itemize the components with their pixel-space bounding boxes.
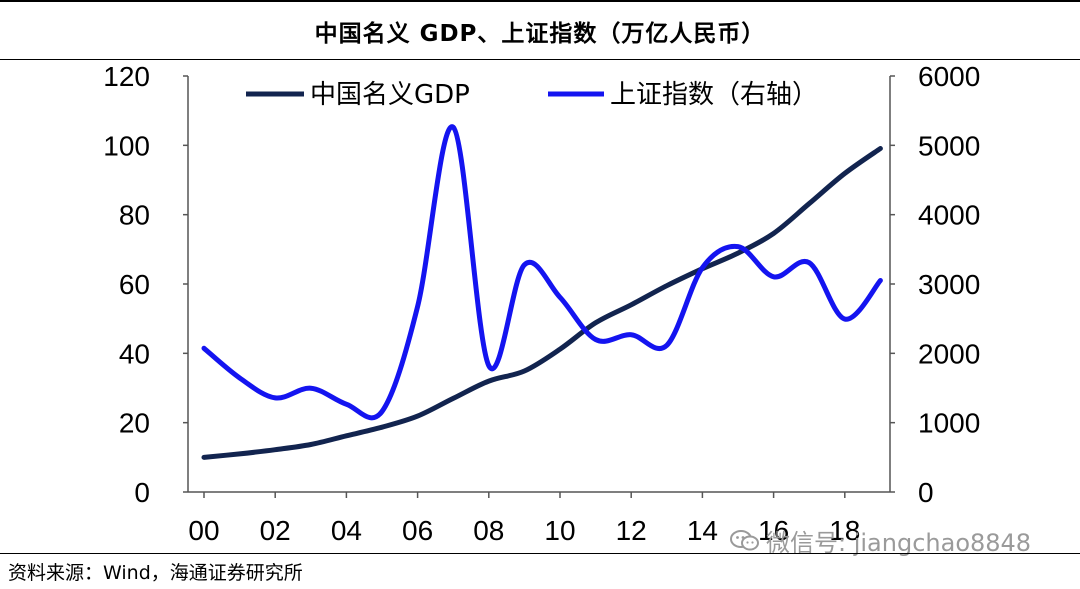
x-tick-label: 08: [473, 515, 504, 546]
y-right-tick-label: 6000: [918, 61, 980, 92]
y-right-tick-label: 1000: [918, 408, 980, 439]
y-left-tick-label: 80: [119, 200, 150, 231]
x-tick-label: 04: [331, 515, 362, 546]
y-right-tick-label: 2000: [918, 338, 980, 369]
y-right-tick-label: 5000: [918, 130, 980, 161]
watermark: 微信号: jiangchao8848: [730, 523, 1031, 558]
y-left-tick-label: 20: [119, 408, 150, 439]
y-left-tick-label: 120: [103, 61, 150, 92]
x-tick-label: 10: [544, 515, 575, 546]
legend-label-gdp: 中国名义GDP: [310, 80, 470, 110]
x-tick-label: 18: [829, 515, 860, 546]
wechat-icon: [730, 529, 760, 553]
footer-divider: [0, 553, 1080, 554]
x-tick-label: 12: [616, 515, 647, 546]
y-left-tick-label: 40: [119, 338, 150, 369]
chart-title-bar: 中国名义 GDP、上证指数（万亿人民币）: [0, 0, 1080, 60]
y-right-tick-label: 3000: [918, 269, 980, 300]
legend-label-sse: 上证指数（右轴）: [610, 80, 818, 110]
x-tick-label: 02: [260, 515, 291, 546]
x-tick-label: 14: [687, 515, 718, 546]
series-layer: [201, 124, 883, 460]
y-right-tick-label: 0: [918, 477, 934, 508]
source-note: 资料来源：Wind，海通证券研究所: [8, 562, 303, 584]
chart-title: 中国名义 GDP、上证指数（万亿人民币）: [314, 20, 766, 47]
y-left-tick-label: 60: [119, 269, 150, 300]
x-tick-label: 16: [758, 515, 789, 546]
watermark-text: 微信号: jiangchao8848: [766, 529, 1032, 557]
y-left-tick-label: 0: [134, 477, 150, 508]
legend: 中国名义GDP 上证指数（右轴）: [246, 80, 818, 110]
x-tick-label: 00: [188, 515, 219, 546]
axes: 0204060801001200100020003000400050006000…: [103, 61, 980, 546]
y-right-tick-label: 4000: [918, 200, 980, 231]
gdp-series-line: [201, 146, 883, 460]
sse-index-series-line: [201, 124, 883, 421]
x-tick-label: 06: [402, 515, 433, 546]
y-left-tick-label: 100: [103, 130, 150, 161]
